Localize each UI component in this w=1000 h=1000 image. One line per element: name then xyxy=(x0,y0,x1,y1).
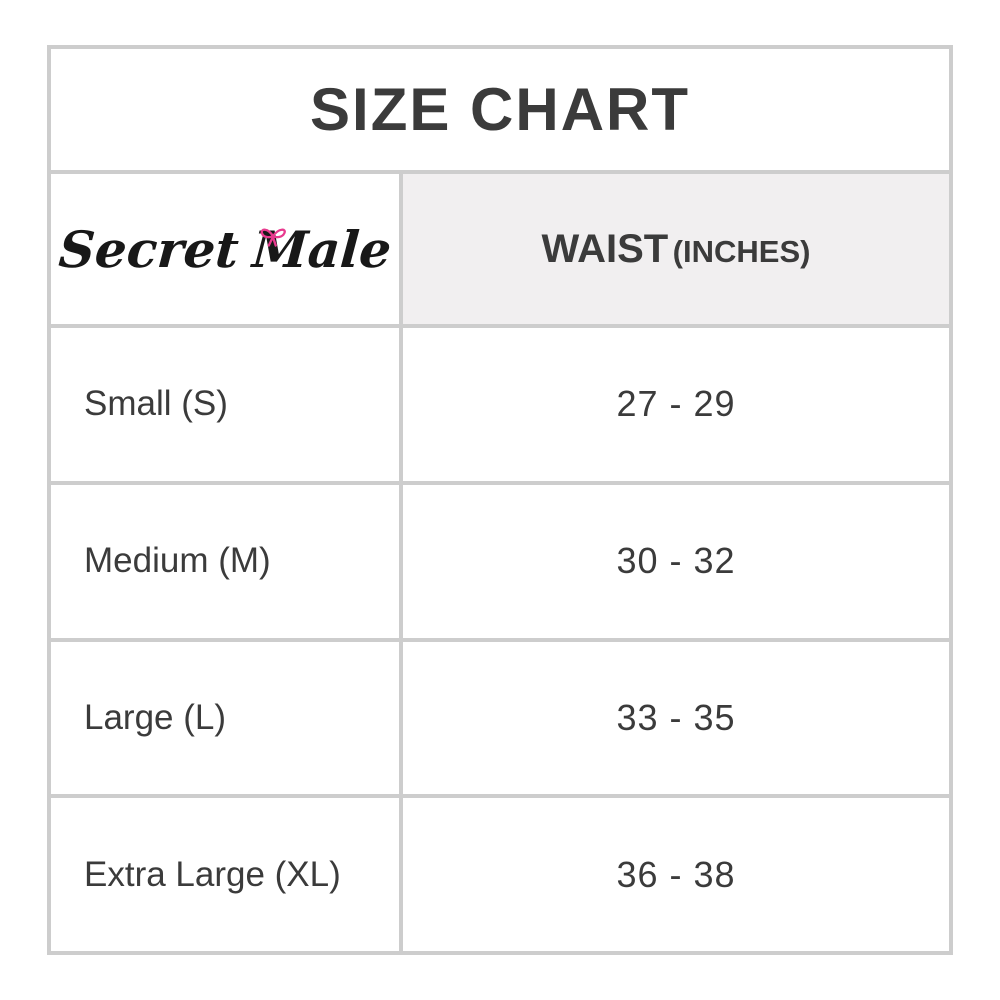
page-title: SIZE CHART xyxy=(310,76,690,143)
waist-header-cell: WAIST (INCHES) xyxy=(403,174,949,324)
brand-word-male-wrap: Male xyxy=(250,220,393,279)
waist-column-header: WAIST (INCHES) xyxy=(542,227,811,272)
table-row: Medium (M) 30 - 32 xyxy=(51,484,949,642)
ribbon-bow-icon xyxy=(254,204,292,263)
waist-value: 30 - 32 xyxy=(616,540,736,582)
waist-value: 27 - 29 xyxy=(616,383,736,425)
waist-cell: 30 - 32 xyxy=(403,485,949,638)
title-row: SIZE CHART xyxy=(51,49,949,174)
size-cell: Extra Large (XL) xyxy=(51,798,403,951)
brand-header-cell: Secret Male xyxy=(51,174,403,324)
size-cell: Small (S) xyxy=(51,328,403,481)
table-row: Small (S) 27 - 29 xyxy=(51,328,949,485)
size-chart-table: SIZE CHART Secret Male WAIST (INCHES) Sma… xyxy=(47,45,953,955)
size-cell: Medium (M) xyxy=(51,484,403,638)
size-label: Small (S) xyxy=(84,384,228,424)
waist-unit-label: (INCHES) xyxy=(672,233,811,269)
waist-cell: 36 - 38 xyxy=(403,798,949,951)
table-header-row: Secret Male WAIST (INCHES) xyxy=(51,174,949,328)
waist-value: 36 - 38 xyxy=(616,853,736,895)
waist-label: WAIST xyxy=(541,226,669,271)
size-cell: Large (L) xyxy=(51,641,403,795)
size-label: Medium (M) xyxy=(84,541,271,581)
waist-cell: 33 - 35 xyxy=(403,642,949,795)
brand-logo: Secret Male xyxy=(57,220,393,279)
waist-cell: 27 - 29 xyxy=(403,328,949,481)
waist-value: 33 - 35 xyxy=(616,696,736,738)
size-label: Large (L) xyxy=(84,697,227,737)
table-row: Large (L) 33 - 35 xyxy=(51,641,949,799)
size-label: Extra Large (XL) xyxy=(84,854,341,894)
table-row: Extra Large (XL) 36 - 38 xyxy=(51,798,949,951)
brand-word-secret: Secret xyxy=(56,219,241,279)
